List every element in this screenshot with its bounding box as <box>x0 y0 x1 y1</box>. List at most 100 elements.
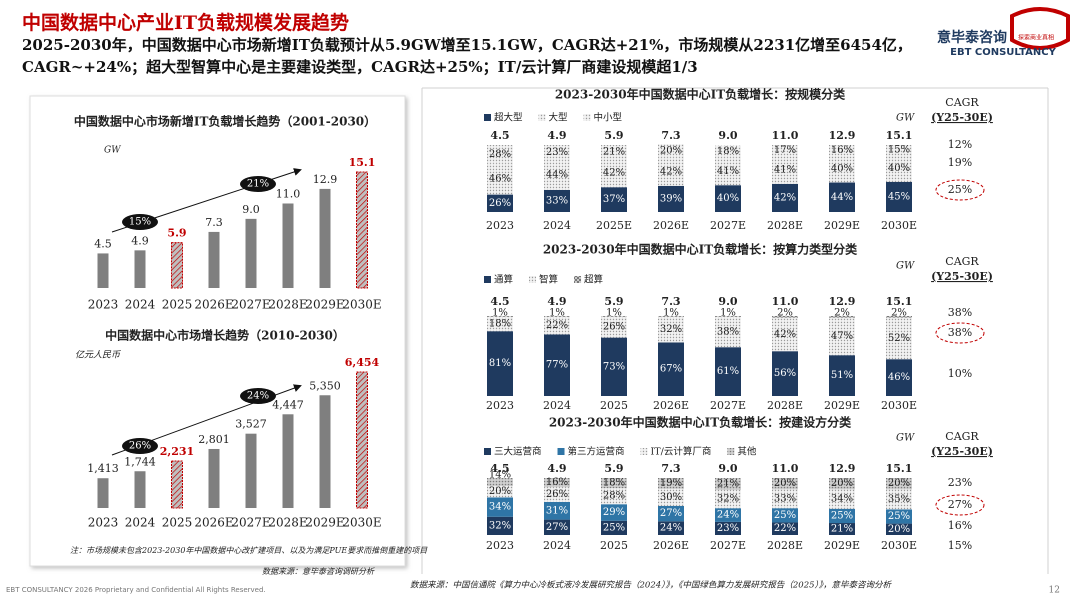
chart-title: 2023-2030年中国数据中心IT负载增长：按算力类型分类 <box>543 242 858 257</box>
annotation-bubble <box>240 176 276 192</box>
bar <box>245 218 257 288</box>
segment-label: 20% <box>774 478 796 489</box>
bar <box>356 371 368 509</box>
segment-label: 2% <box>777 308 793 319</box>
bar-segment <box>715 157 741 186</box>
unit-label: GW <box>896 261 915 272</box>
bar-segment <box>829 508 855 524</box>
bar-segment <box>829 317 855 356</box>
value-label: 1,744 <box>124 455 156 468</box>
cagr-value: 38% <box>948 326 972 339</box>
segment-label: 40% <box>717 193 739 204</box>
total-label: 7.3 <box>661 129 680 142</box>
bar-segment <box>601 187 627 212</box>
segment-label: 33% <box>774 493 796 504</box>
segment-label: 17% <box>774 145 796 156</box>
chart-title: 中国数据中心市场新增IT负载增长趋势（2001-2030） <box>74 114 376 129</box>
segment-label: 46% <box>888 372 910 383</box>
unit-label: GW <box>104 146 121 156</box>
x-tick-label: 2027E <box>710 539 746 552</box>
bar-segment <box>601 488 627 505</box>
segment-label: 1% <box>549 308 565 319</box>
bar-segment <box>487 194 513 212</box>
bar-segment <box>772 478 798 490</box>
annotation: 21% <box>247 179 269 190</box>
segment-label: 81% <box>489 358 511 369</box>
x-tick-label: 2025 <box>600 399 628 412</box>
unit-label: GW <box>896 433 915 444</box>
bar-segment <box>544 160 570 190</box>
segment-label: 1% <box>492 308 508 319</box>
x-tick-label: 2029E <box>305 298 344 312</box>
bar-segment <box>772 489 798 509</box>
segment-label: 21% <box>717 478 739 489</box>
value-label: 4.9 <box>131 234 149 247</box>
segment-label: 18% <box>489 319 511 330</box>
bar-segment <box>658 521 684 535</box>
segment-label: 2% <box>891 308 907 319</box>
value-label: 9.0 <box>242 203 260 216</box>
segment-label: 20% <box>888 524 910 535</box>
legend-swatch <box>529 276 537 283</box>
segment-label: 44% <box>546 170 568 181</box>
x-tick-label: 2029E <box>305 516 344 530</box>
segment-label: 28% <box>489 149 511 160</box>
bar-segment <box>544 334 570 396</box>
legend-swatch <box>484 276 491 283</box>
segment-label: 32% <box>489 520 511 531</box>
chart-title: 2023-2030年中国数据中心IT负载增长：按建设方分类 <box>549 415 852 430</box>
total-label: 11.0 <box>772 295 799 308</box>
bar-segment <box>886 181 912 212</box>
annotation: 26% <box>129 441 151 452</box>
x-tick-label: 2025 <box>600 539 628 552</box>
cagr-value: 19% <box>948 156 972 169</box>
segment-label: 27% <box>660 508 682 519</box>
segment-label: 47% <box>831 331 853 342</box>
x-tick-label: 2023 <box>88 516 119 530</box>
bar-segment <box>886 317 912 360</box>
bar-segment <box>544 519 570 535</box>
legend-swatch <box>640 448 648 455</box>
segment-label: 16% <box>831 145 853 156</box>
cagr-period: (Y25-30E) <box>931 445 993 458</box>
x-tick-label: 2025 <box>162 516 193 530</box>
cagr-value: 16% <box>948 519 972 532</box>
value-label: 3,527 <box>235 418 267 431</box>
segment-label: 73% <box>603 361 625 372</box>
bar-segment <box>715 185 741 212</box>
bar-segment <box>829 489 855 509</box>
cagr-circle <box>935 494 985 516</box>
value-label: 12.9 <box>313 173 338 186</box>
legend-swatch <box>484 448 491 455</box>
bar-segment <box>886 145 912 156</box>
bar <box>282 414 294 508</box>
value-label: 4,447 <box>272 398 304 411</box>
segment-label: 28% <box>603 491 625 502</box>
bar-segment <box>544 316 570 335</box>
segment-label: 20% <box>831 478 853 489</box>
source: 数据来源：中国信通院《算力中心冷板式液冷发展研究报告（2024）》，《中国绿色算… <box>410 580 893 591</box>
bar-segment <box>772 508 798 523</box>
x-tick-label: 2030E <box>881 219 917 232</box>
bar-segment <box>658 316 684 343</box>
bar-segment <box>487 516 513 535</box>
bar-segment <box>715 316 741 348</box>
bar-segment <box>658 157 684 186</box>
legend-label: 超算 <box>584 274 603 286</box>
segment-label: 23% <box>546 147 568 158</box>
segment-label: 30% <box>660 492 682 503</box>
chart-title: 2023-2030年中国数据中心IT负载增长：按规模分类 <box>555 87 846 102</box>
legend-label: 智算 <box>539 274 558 286</box>
total-label: 12.9 <box>829 129 856 142</box>
bar-segment <box>487 331 513 396</box>
slide-title: 中国数据中心产业IT负载规模发展趋势 <box>22 12 350 34</box>
segment-label: 20% <box>888 478 910 489</box>
value-label: 15.1 <box>349 156 376 169</box>
note: 注：市场规模未包含2023-2030年中国数据中心改扩建项目、以及为满足PUE要… <box>70 546 428 555</box>
bar-segment <box>658 342 684 396</box>
x-tick-label: 2023 <box>486 399 514 412</box>
slide-subtitle: 2025-2030年，中国数据中心市场新增IT负载预计从5.9GW增至15.1G… <box>22 36 912 76</box>
bar-segment <box>487 163 513 195</box>
bar <box>282 203 294 288</box>
x-tick-label: 2030E <box>881 539 917 552</box>
